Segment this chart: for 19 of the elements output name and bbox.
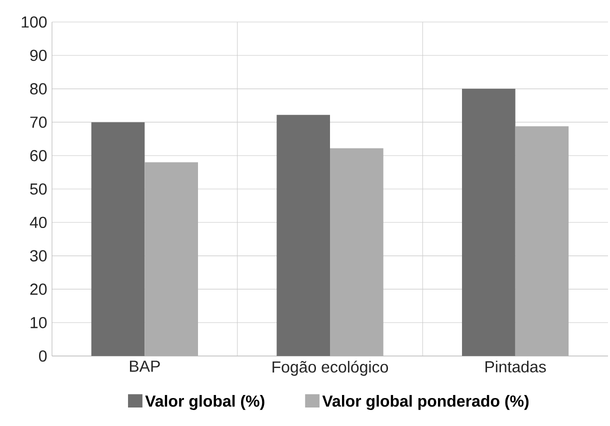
y-tick-label: 70 (30, 116, 47, 128)
y-tick-label: 0 (39, 350, 47, 362)
x-tick-label: Fogão ecológico (272, 360, 388, 376)
y-tick-label: 40 (30, 216, 47, 228)
bar (276, 114, 330, 356)
y-tick-label: 90 (30, 50, 47, 62)
y-tick-label: 30 (30, 250, 47, 262)
y-tick-label: 100 (22, 16, 47, 28)
y-tick-label: 10 (30, 316, 47, 328)
y-tick-label: 60 (30, 150, 47, 162)
y-tick-label: 20 (30, 284, 47, 295)
legend-label: Valor global (%) (145, 395, 264, 410)
bar (462, 88, 516, 356)
x-tick-label: BAP (130, 360, 160, 372)
x-tick-label: Pintadas (486, 360, 546, 372)
legend-label: Valor global ponderado (%) (322, 395, 529, 410)
bar (91, 122, 145, 356)
y-tick-label: 80 (30, 83, 47, 94)
y-tick-label: 50 (30, 183, 47, 195)
